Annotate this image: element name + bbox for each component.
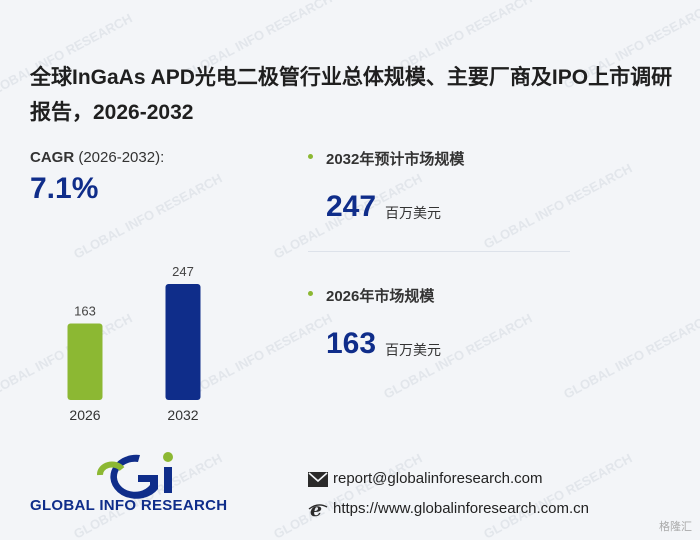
stat-2026-unit: 百万美元 bbox=[385, 342, 441, 358]
page-title: 全球InGaAs APD光电二极管行业总体规模、主要厂商及IPO上市调研报告，2… bbox=[30, 66, 673, 124]
stat-2026-label: 2026年市场规模 bbox=[326, 288, 435, 305]
bar-2026 bbox=[67, 323, 103, 400]
bullet-dot-icon bbox=[308, 154, 313, 159]
brand-name: GLOBAL INFO RESEARCH bbox=[30, 497, 228, 514]
stat-2026-value: 163 bbox=[326, 327, 377, 360]
gir-logo-icon bbox=[97, 452, 173, 499]
cagr-label-text: CAGR bbox=[30, 149, 75, 166]
website-text[interactable]: https://www.globalinforesearch.com.cn bbox=[333, 500, 589, 517]
category-label-2032: 2032 bbox=[167, 407, 198, 423]
bar-chart: 163 2026 247 2032 bbox=[67, 264, 201, 423]
bar-value-label-2026: 163 bbox=[74, 303, 96, 318]
stat-2032-value: 247 bbox=[326, 190, 377, 223]
cagr-label: CAGR (2026-2032): bbox=[30, 149, 164, 166]
corner-watermark: 格隆汇 bbox=[659, 521, 692, 533]
cagr-period: (2026-2032): bbox=[74, 149, 165, 166]
contact-email[interactable]: report@globalinforesearch.com bbox=[308, 470, 543, 487]
bar-value-label-2032: 247 bbox=[172, 264, 194, 279]
stat-2032-unit: 百万美元 bbox=[385, 205, 441, 221]
watermark-text: GLOBAL INFO RESEARCH bbox=[561, 310, 700, 401]
stat-2032-label: 2032年预计市场规模 bbox=[326, 151, 465, 168]
bar-2032 bbox=[165, 284, 201, 400]
cagr-value: 7.1% bbox=[30, 172, 99, 205]
divider bbox=[308, 251, 570, 252]
category-label-2026: 2026 bbox=[69, 407, 100, 423]
envelope-icon bbox=[308, 471, 328, 487]
watermark-text: GLOBAL INFO RESEARCH bbox=[481, 160, 635, 251]
watermark-text: GLOBAL INFO RESEARCH bbox=[271, 450, 425, 540]
watermark-text: GLOBAL INFO RESEARCH bbox=[481, 450, 635, 540]
bullet-dot-icon bbox=[308, 291, 313, 296]
browser-e-icon: e bbox=[308, 500, 328, 518]
contact-website[interactable]: e https://www.globalinforesearch.com.cn bbox=[308, 500, 589, 518]
svg-text:e: e bbox=[310, 500, 322, 518]
email-text[interactable]: report@globalinforesearch.com bbox=[333, 470, 543, 487]
